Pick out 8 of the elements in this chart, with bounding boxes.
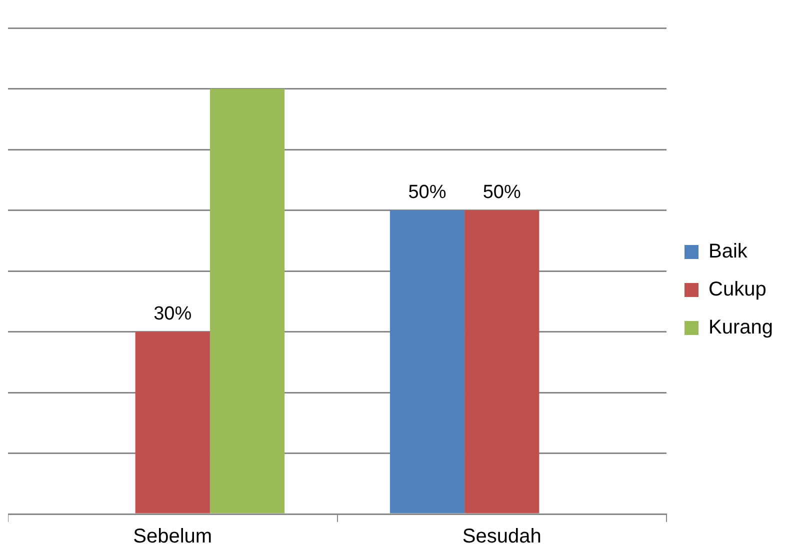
data-label: 50% [408,182,446,203]
data-label: 50% [482,182,521,203]
data-label: 30% [154,303,192,324]
x-tick-label: Sebelum [133,526,212,548]
legend-label: Baik [708,240,748,263]
legend-label: Kurang [708,316,774,339]
x-tick-label: Sesudah [462,526,542,548]
legend-label: Cukup [708,278,766,301]
